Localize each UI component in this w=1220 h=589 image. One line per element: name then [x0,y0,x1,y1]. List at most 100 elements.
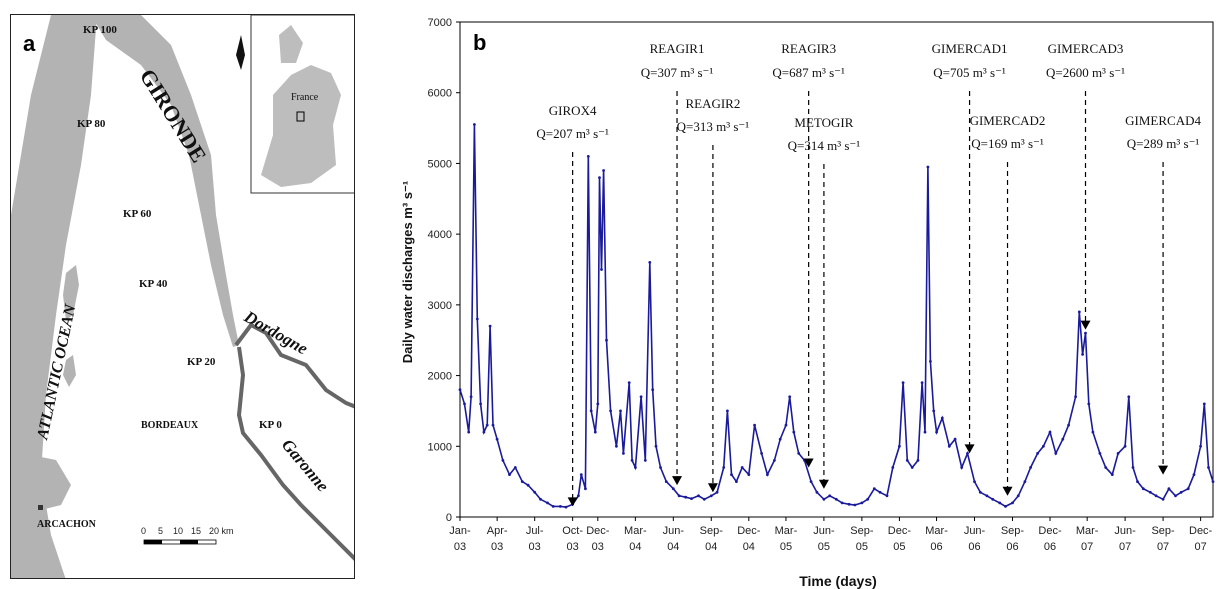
discharge-point [960,466,964,469]
campaign-name-label: GIMERCAD3 [1048,41,1124,56]
discharge-point [998,501,1002,505]
x-tick-label-year: 04 [705,541,717,553]
discharge-point [697,494,700,498]
discharge-point [916,459,920,462]
campaign-arrow [567,497,578,507]
discharge-point [1141,487,1145,491]
x-tick-label-month: Jul- [526,525,544,537]
discharge-point [940,416,944,420]
discharge-point [885,494,889,498]
y-axis-title: Daily water discharges m³ s⁻¹ [400,181,415,363]
campaign-name-label: GIMERCAD2 [970,113,1046,128]
discharge-point [1104,466,1108,469]
discharge-point [1036,452,1039,455]
x-tick-label-year: 05 [818,541,830,553]
discharge-point [1192,473,1196,476]
discharge-point [702,497,706,501]
x-tick-label-year: 05 [856,541,868,553]
discharge-point [966,452,969,455]
discharge-point [664,480,668,483]
discharge-point [463,402,466,406]
city-label-bordeaux: BORDEAUX [141,420,199,431]
discharge-point [627,381,631,384]
y-tick-label: 2000 [428,371,452,383]
campaign-name-label: REAGIR2 [685,96,740,111]
discharge-point [788,395,792,399]
campaign-discharge-label: Q=2600 m³ s⁻¹ [1046,65,1125,80]
kp-0-label: KP 0 [259,419,282,431]
discharge-point [634,466,637,469]
x-tick-label-year: 07 [1081,541,1093,553]
discharge-point [901,381,905,384]
map-panel: France a ATLANTIC OCEAN GIRONDE Dordogne… [10,14,355,579]
discharge-point [797,452,801,455]
inset-study-area [296,111,305,122]
discharge-point [475,317,479,321]
discharge-point [926,165,930,169]
discharge-point [558,505,562,508]
x-tick-label-year: 07 [1119,541,1131,553]
x-tick-label-month: Mar- [624,525,647,537]
campaign-name-label: GIMERCAD4 [1125,113,1201,128]
discharge-point [1211,480,1215,483]
y-tick-label: 1000 [428,441,452,453]
discharge-point [520,480,524,483]
discharge-point [978,490,982,494]
x-tick-label-month: Jun- [964,525,986,537]
discharge-point [577,494,580,498]
campaign-arrow [1080,320,1091,330]
campaign-arrow [672,476,683,486]
discharge-point [1061,437,1065,441]
inset-france-land [261,65,341,187]
discharge-point [482,430,486,434]
x-tick-label-year: 03 [454,541,466,553]
city-marker-arcachon [38,505,43,510]
x-tick-label-year: 05 [780,541,792,553]
discharge-point [619,409,622,413]
garonne-river [236,346,354,561]
city-label-arcachon: ARCACHON [37,519,97,530]
discharge-point [1081,353,1084,356]
campaign-arrow [818,479,829,489]
discharge-point [539,497,542,501]
x-tick-label-month: Jan- [449,525,471,537]
discharge-point [677,494,681,498]
x-tick-label-month: Dec- [1038,525,1062,537]
discharge-point [1167,487,1171,491]
discharge-point [898,444,901,448]
discharge-point [747,473,751,476]
discharge-point [1186,487,1190,491]
discharge-point [533,490,537,494]
x-tick-label-month: Dec- [888,525,912,537]
discharge-point [598,176,601,180]
discharge-point [458,388,462,392]
discharge-point [872,487,876,491]
campaign-name-label: METOGIR [794,115,853,130]
discharge-point [584,487,587,491]
discharge-point [809,480,813,483]
campaign-arrow [803,458,814,468]
campaign-arrow [707,483,718,493]
scale-tick-15: 15 [191,526,201,536]
discharge-point [822,497,826,501]
discharge-point [651,388,655,392]
discharge-point [1154,494,1158,498]
discharge-point [609,409,612,413]
inset-norway [236,35,245,70]
discharge-point [726,409,729,413]
campaign-name-label: GIROX4 [549,103,597,118]
x-tick-label-year: 07 [1194,541,1206,553]
discharge-point [1067,423,1070,427]
discharge-point [593,430,597,434]
discharge-point [792,430,796,434]
discharge-point [1016,494,1020,498]
campaign-discharge-label: Q=207 m³ s⁻¹ [536,126,609,141]
discharge-point [878,490,882,494]
discharge-point [467,430,471,434]
inset-label: France [291,92,319,103]
discharge-point [929,360,932,363]
discharge-point [840,501,844,505]
x-tick-label-month: Apr- [487,525,508,537]
discharge-point [513,466,517,469]
